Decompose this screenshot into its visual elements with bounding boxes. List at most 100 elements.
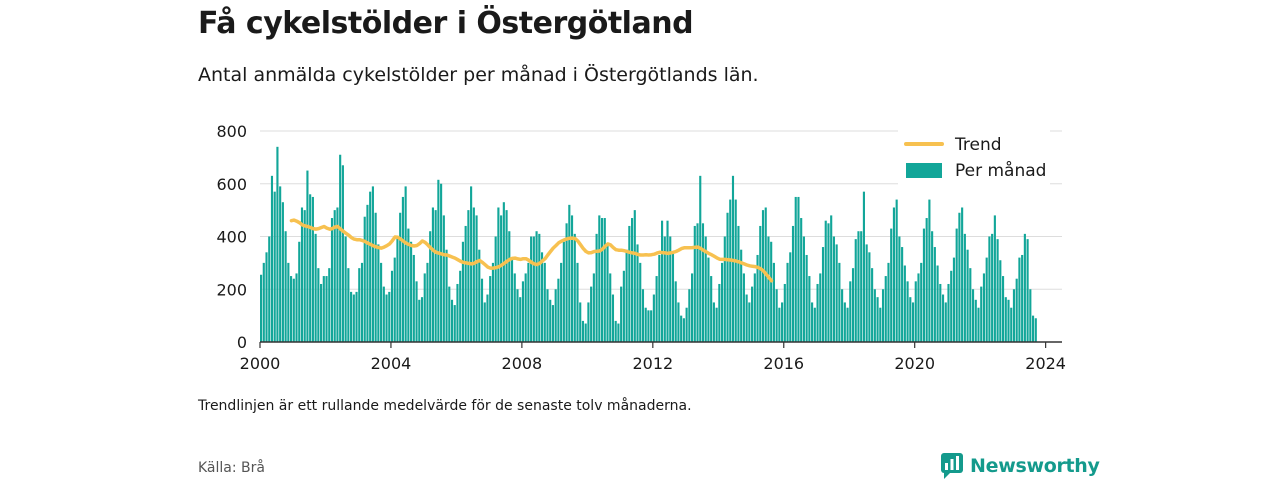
x-tick-label: 2000 xyxy=(240,354,281,373)
bar xyxy=(459,270,462,342)
bar xyxy=(328,268,331,342)
bar xyxy=(1001,276,1005,342)
bar xyxy=(895,199,898,342)
bar xyxy=(846,307,849,342)
bar xyxy=(963,233,966,342)
bar xyxy=(380,262,383,342)
bar xyxy=(565,223,568,342)
bar xyxy=(273,191,276,342)
bar xyxy=(958,212,961,342)
bar xyxy=(590,286,593,342)
bar xyxy=(360,262,364,342)
bar xyxy=(652,294,655,342)
bar xyxy=(928,199,931,342)
bar xyxy=(685,307,688,342)
bar xyxy=(494,236,497,342)
bar xyxy=(448,286,451,342)
bar xyxy=(388,291,391,342)
bar xyxy=(317,268,320,342)
bar xyxy=(816,283,819,342)
bar xyxy=(426,262,429,342)
bar xyxy=(974,299,977,342)
legend-bar-swatch xyxy=(906,163,942,178)
bar xyxy=(262,262,265,342)
bar xyxy=(794,196,797,342)
bar xyxy=(1012,289,1016,342)
y-tick-label: 600 xyxy=(216,175,247,194)
bar xyxy=(819,273,822,342)
bar xyxy=(704,236,707,342)
bar xyxy=(404,186,407,342)
bar xyxy=(516,289,519,342)
bar xyxy=(363,216,366,342)
bar xyxy=(887,262,890,342)
legend-trend-label: Trend xyxy=(954,135,1002,155)
bar xyxy=(374,212,377,342)
bar xyxy=(290,276,293,342)
bar xyxy=(920,262,923,342)
bar xyxy=(911,302,915,342)
bar xyxy=(521,281,525,342)
bar xyxy=(988,236,991,342)
bar xyxy=(303,210,306,342)
bar xyxy=(581,320,585,342)
bar xyxy=(726,212,729,342)
bar xyxy=(611,294,615,342)
bar xyxy=(778,307,781,342)
bar xyxy=(276,146,279,342)
bar xyxy=(781,302,784,342)
bar xyxy=(663,236,666,342)
bar xyxy=(797,196,800,342)
bar xyxy=(292,278,295,342)
bar xyxy=(849,281,852,342)
bar xyxy=(440,183,443,342)
bar xyxy=(420,297,424,342)
bar xyxy=(993,215,996,342)
bar xyxy=(639,262,642,342)
bar xyxy=(1034,318,1037,342)
bar xyxy=(857,231,860,342)
bar xyxy=(366,204,369,342)
bar xyxy=(532,236,535,342)
bar xyxy=(358,268,361,342)
bar xyxy=(456,283,459,342)
axes: 0 200 400 600 800 2000 2004 2008 2012 2016 2020 202… xyxy=(216,122,1066,373)
bar xyxy=(641,289,645,342)
bar xyxy=(497,207,500,342)
bar xyxy=(876,297,879,342)
bar xyxy=(369,191,372,342)
bar xyxy=(617,323,620,342)
bar xyxy=(1015,278,1018,342)
bar xyxy=(320,283,323,342)
bar xyxy=(805,254,808,342)
bar xyxy=(434,210,437,342)
y-tick-label: 400 xyxy=(216,228,247,247)
bar xyxy=(674,281,677,342)
bar xyxy=(761,210,765,342)
bar xyxy=(827,223,830,342)
bar xyxy=(579,302,582,342)
bar xyxy=(892,207,895,342)
bar xyxy=(478,249,481,342)
bar xyxy=(969,268,972,342)
bar xyxy=(873,289,876,342)
bar xyxy=(461,241,464,342)
bar xyxy=(464,225,467,342)
bar xyxy=(423,273,426,342)
trend-line xyxy=(289,218,774,283)
bar xyxy=(879,307,882,342)
bar xyxy=(347,268,350,342)
bar xyxy=(1010,307,1013,342)
bar xyxy=(483,302,486,342)
bar xyxy=(941,294,945,342)
bar xyxy=(401,196,404,342)
bar xyxy=(914,281,917,342)
bar xyxy=(437,179,440,342)
bar xyxy=(431,207,434,342)
bar xyxy=(838,262,841,342)
chart-svg: 0 200 400 600 800 2000 2004 2008 2012 2016 2020 202… xyxy=(216,122,1066,373)
bar xyxy=(813,307,816,342)
bar xyxy=(538,233,541,342)
bar xyxy=(598,215,601,342)
x-tick-label: 2012 xyxy=(632,354,673,373)
